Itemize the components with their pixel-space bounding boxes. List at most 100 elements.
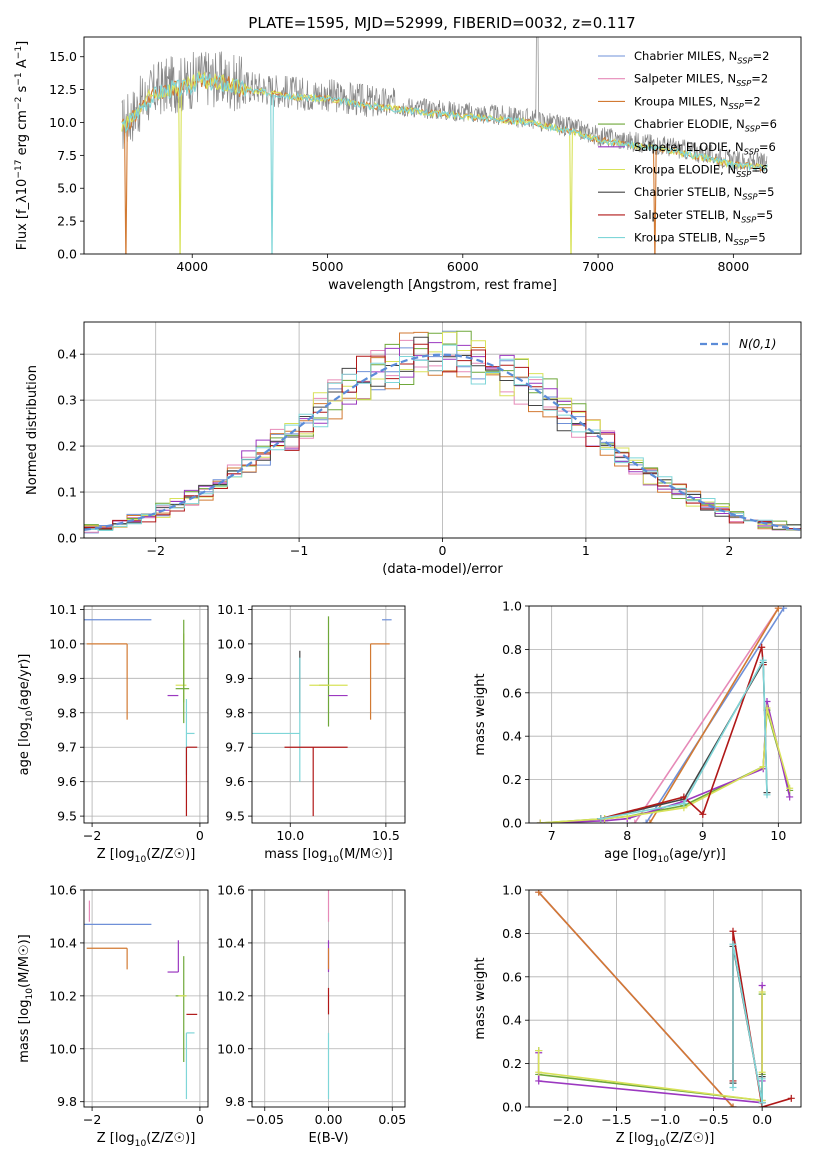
weight-marker — [729, 1083, 737, 1091]
y-tick-label: 0.2 — [57, 439, 77, 454]
weight-line — [634, 607, 779, 823]
x-tick-label: −2 — [83, 1112, 101, 1127]
y-tick-label: 9.8 — [57, 1094, 77, 1109]
x-tick-label: 10.5 — [372, 828, 400, 843]
plot-area-residuals — [84, 330, 801, 534]
weight-marker — [536, 819, 544, 823]
plot-area-age-weight — [536, 606, 794, 823]
plot-area-z-age — [84, 619, 198, 817]
figure-title: PLATE=1595, MJD=52999, FIBERID=0032, z=0… — [248, 14, 635, 32]
y-tick-label: 0.6 — [502, 685, 522, 700]
x-tick-label: −0.5 — [698, 1112, 728, 1127]
y-tick-label: 10.4 — [49, 935, 77, 950]
weight-marker — [699, 810, 707, 818]
errorbar-point-salpeter-stelib — [284, 746, 348, 817]
y-tick-label: 10.1 — [49, 602, 77, 617]
x-tick-label: 0 — [439, 543, 447, 558]
x-tick-label: 10 — [770, 828, 786, 843]
legend-entry: Salpeter STELIB, NSSP​=5 — [634, 208, 773, 224]
y-tick-label: 10.4 — [217, 935, 245, 950]
y-tick-label: 9.5 — [57, 809, 77, 824]
x-axis-label: mass [log10​(M/M☉)] — [264, 847, 392, 865]
y-tick-label: 0.0 — [57, 531, 77, 546]
plot-layer: 4000 5000 6000 7000 80000.02.55.07.510.012.5… — [14, 36, 802, 1149]
legend-entry: Chabrier ELODIE, NSSP​=6 — [634, 117, 777, 133]
weight-marker — [535, 1077, 543, 1085]
errorbar-point-kroupa-stelib — [185, 1032, 195, 1100]
y-axis-label: mass [log10​(M/M☉)] — [17, 934, 35, 1062]
weight-series-kroupa-elodie — [535, 988, 766, 1104]
y-tick-label: 10.6 — [217, 883, 245, 898]
chart-residuals: −2 −1 0 1 2 0.0 0.1 0.2 0.3 0.4 (data-model)/error… — [25, 321, 802, 577]
weight-marker — [763, 791, 771, 799]
legend: Chabrier MILES, NSSP​=2 Salpeter MILES, N… — [598, 49, 777, 247]
y-tick-label: 9.8 — [225, 705, 245, 720]
axes-frame — [251, 605, 406, 824]
x-tick-label: −1.5 — [601, 1112, 631, 1127]
chart-mass-age: 10.0 10.5 9.5 9.6 9.7 9.8 9.9 10.0 10.1 mass [log… — [217, 602, 406, 865]
chart-age-weight: 7 8 9 10 0.0 0.2 0.4 0.6 0.8 1.0 age [log10​(age/y… — [473, 599, 802, 865]
x-axis-label: wavelength [Angstrom, rest frame] — [328, 278, 557, 293]
x-tick-label: 10.0 — [276, 828, 304, 843]
y-axis-label: Flux [f_λ10−17​ erg cm−2​ s−1​ A−1​] — [14, 41, 30, 250]
model-spectrum-kroupa-stelib — [121, 72, 768, 254]
y-tick-label: 9.5 — [225, 809, 245, 824]
errorbar-point-chabrier-elodie — [175, 619, 190, 724]
y-tick-label: 10.2 — [217, 988, 245, 1003]
weight-marker — [535, 890, 543, 896]
x-tick-label: 8 — [623, 828, 631, 843]
x-tick-label: 0 — [196, 828, 204, 843]
x-axis-label: (data-model)/error — [382, 562, 503, 577]
x-tick-label: −0.05 — [246, 1112, 284, 1127]
model-spectrum-kroupa-miles — [121, 73, 768, 254]
chart-z-weight: −2.0 −1.5 −1.0 −0.5 0.0 0.0 0.2 0.4 0.6 0.8 1.0 Z [… — [473, 883, 802, 1149]
residual-histogram-kroupa-elodie — [84, 331, 801, 531]
x-tick-label: 4000 — [176, 259, 208, 274]
weight-marker — [758, 1099, 766, 1107]
weight-series-chabrier-elodie — [536, 706, 794, 823]
weight-series-kroupa-elodie — [536, 704, 794, 823]
weight-marker — [535, 1068, 543, 1076]
weight-marker — [787, 1094, 795, 1102]
gaussian-curve — [84, 353, 801, 531]
axes-frame — [83, 889, 209, 1108]
y-axis-label: age [log10​(age/yr)] — [17, 654, 35, 776]
weight-marker — [680, 793, 688, 801]
weight-line — [649, 607, 779, 823]
weight-line — [540, 701, 791, 823]
y-tick-label: 10.0 — [49, 115, 77, 130]
y-tick-label: 0.0 — [57, 247, 77, 262]
y-tick-label: 10.2 — [49, 988, 77, 1003]
plot-area-spectrum — [121, 37, 768, 254]
y-axis-label: mass weight — [473, 673, 488, 755]
weight-line — [540, 707, 791, 823]
y-tick-label: 10.1 — [217, 602, 245, 617]
weight-marker — [646, 819, 654, 823]
legend-entry: Kroupa ELODIE, NSSP​=6 — [634, 163, 768, 179]
legend-entry: Salpeter ELODIE, NSSP​=6 — [634, 140, 776, 156]
y-tick-label: 9.6 — [225, 774, 245, 789]
axes-frame — [83, 36, 802, 255]
y-tick-label: 7.5 — [57, 148, 77, 163]
weight-line — [537, 985, 763, 1104]
legend-entry: Kroupa MILES, NSSP​=2 — [634, 94, 761, 110]
weight-series-kroupa-stelib — [729, 940, 766, 1107]
weight-series-kroupa-miles — [646, 606, 782, 823]
x-axis-label: age [log10​(age/yr)] — [604, 847, 726, 865]
y-tick-label: 0.0 — [502, 1100, 522, 1115]
y-tick-label: 0.8 — [502, 642, 522, 657]
weight-marker — [786, 793, 794, 801]
y-tick-label: 2.5 — [57, 214, 77, 229]
y-tick-label: 15.0 — [49, 49, 77, 64]
y-tick-label: 0.6 — [502, 969, 522, 984]
weight-marker — [729, 940, 737, 948]
y-tick-label: 9.6 — [57, 774, 77, 789]
residual-histogram-kroupa-stelib — [84, 344, 801, 531]
x-axis-label: E(B-V) — [308, 1131, 348, 1146]
weight-marker — [786, 784, 794, 792]
y-tick-label: 9.9 — [225, 671, 245, 686]
y-tick-label: 1.0 — [502, 883, 522, 898]
x-tick-label: −2 — [146, 543, 164, 558]
y-tick-label: 5.0 — [57, 181, 77, 196]
